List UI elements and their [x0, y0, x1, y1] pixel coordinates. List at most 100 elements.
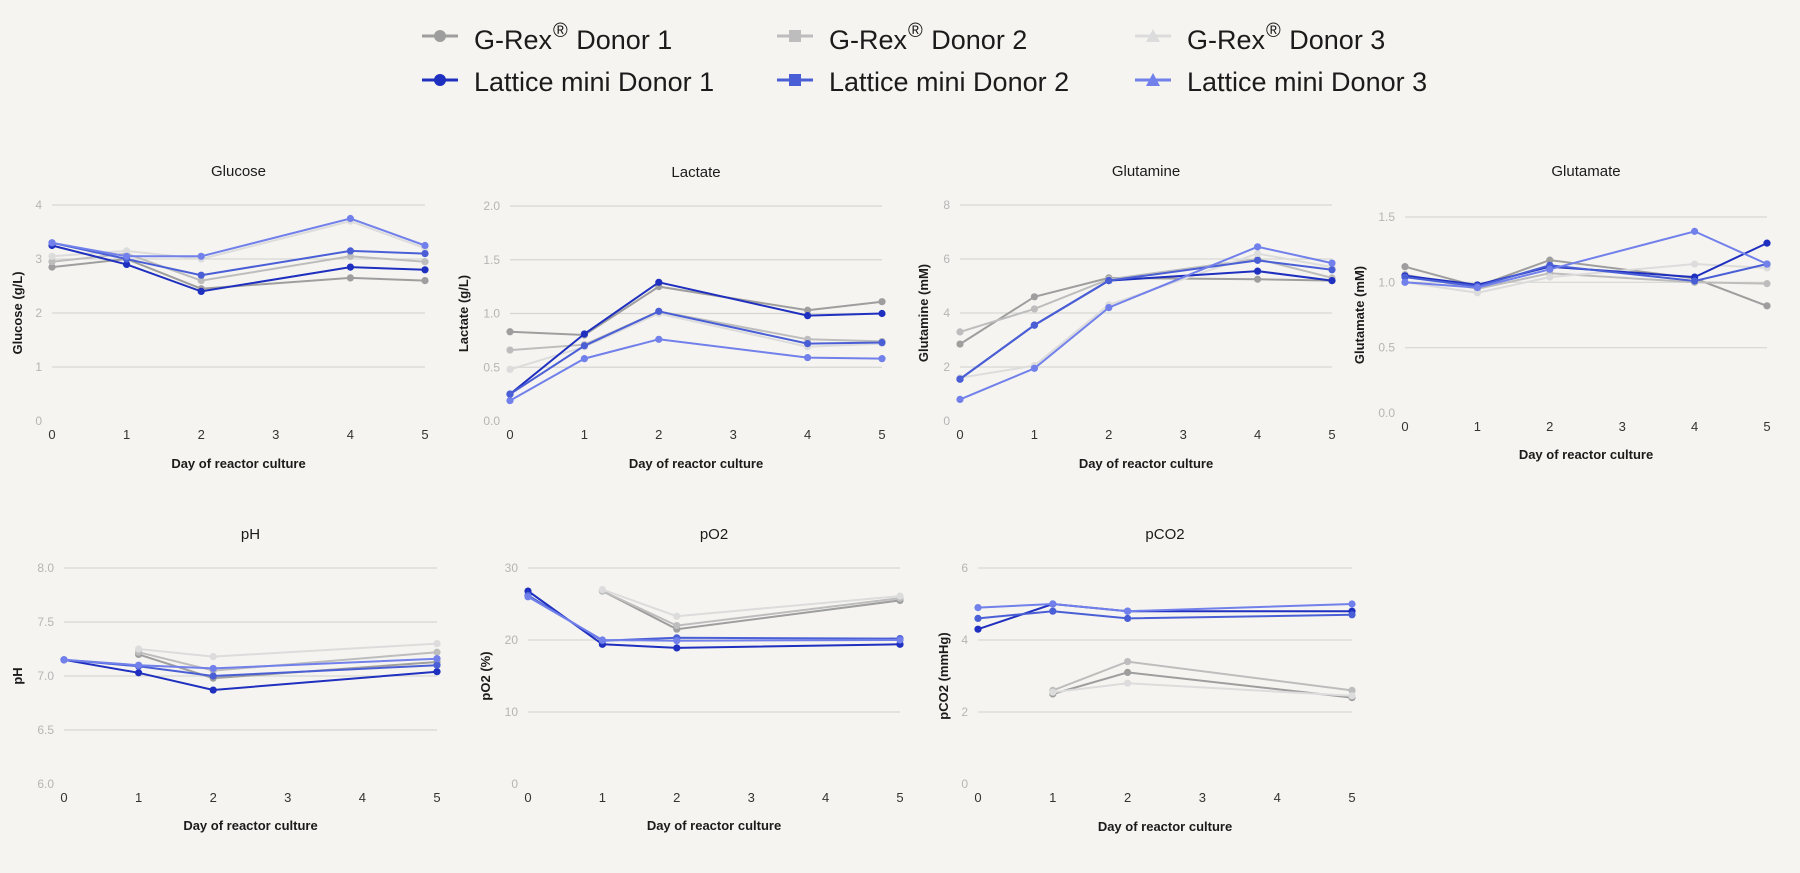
y-axis-label: pCO2 (mmHg) — [936, 632, 951, 719]
data-point — [421, 277, 429, 285]
legend-marker-icon — [420, 70, 460, 95]
x-axis-label: Day of reactor culture — [1098, 819, 1232, 834]
data-point — [209, 672, 217, 680]
legend-marker-icon — [420, 26, 460, 51]
data-point — [1473, 283, 1481, 292]
x-tick-label: 2 — [673, 790, 680, 805]
data-point — [506, 328, 514, 336]
y-tick-label: 8 — [943, 198, 950, 212]
data-point — [433, 661, 441, 669]
series-line — [1404, 230, 1768, 289]
data-point — [1348, 600, 1356, 608]
y-axis-label: Glutamine (mM) — [916, 264, 931, 362]
data-point — [1763, 239, 1771, 247]
data-point — [1328, 266, 1336, 274]
data-point — [1348, 686, 1356, 695]
y-tick-label: 7.5 — [37, 615, 54, 629]
x-tick-label: 3 — [272, 427, 279, 442]
legend-marker-icon — [775, 26, 815, 51]
data-point — [878, 338, 886, 347]
data-point — [123, 252, 131, 260]
data-point — [506, 396, 514, 405]
legend-item: G-Rex® Donor 1 — [420, 18, 672, 58]
data-point — [956, 395, 964, 403]
x-axis-label: Day of reactor culture — [183, 818, 317, 833]
y-tick-label: 0.0 — [1378, 406, 1395, 420]
y-tick-label: 30 — [505, 561, 519, 575]
data-point — [804, 353, 812, 362]
chart-ph: 6.0 6.5 7.0 7.5 8.0 0 1 2 3 4 5 pH Day of reactor cu… — [10, 526, 441, 833]
data-point — [673, 622, 681, 630]
data-point — [1049, 607, 1057, 615]
x-tick-label: 3 — [1180, 427, 1187, 442]
legend-item: G-Rex® Donor 3 — [1133, 18, 1385, 58]
chart-title: Glutamate — [1551, 163, 1620, 180]
legend-item: Lattice mini Donor 1 — [420, 62, 714, 102]
data-point — [598, 586, 607, 594]
x-tick-label: 5 — [1348, 790, 1355, 805]
x-tick-label: 0 — [524, 790, 531, 805]
y-tick-label: 2 — [961, 705, 968, 719]
x-tick-label: 4 — [822, 790, 829, 805]
data-point — [197, 277, 205, 285]
data-point — [1030, 364, 1038, 372]
y-tick-label: 2.0 — [483, 199, 500, 213]
y-tick-label: 3 — [35, 252, 42, 266]
series-line — [977, 602, 1353, 613]
series-line — [527, 595, 901, 642]
y-tick-label: 6.5 — [37, 723, 54, 737]
y-tick-label: 20 — [505, 633, 519, 647]
data-point — [655, 278, 663, 286]
x-tick-label: 5 — [421, 427, 428, 442]
data-point — [804, 340, 812, 348]
data-point — [346, 252, 354, 260]
data-point — [878, 298, 886, 306]
chart-lactate: 0.0 0.5 1.0 1.5 2.0 0 1 2 3 4 5 Lactate Day of react… — [456, 164, 886, 471]
data-point — [48, 239, 56, 247]
data-point — [433, 648, 441, 656]
y-axis-label: Glutamate (mM) — [1352, 266, 1367, 364]
y-tick-label: 0.0 — [483, 414, 500, 428]
x-tick-label: 2 — [198, 427, 205, 442]
data-point — [135, 661, 143, 669]
data-point — [1030, 293, 1038, 301]
x-tick-label: 2 — [1546, 419, 1553, 434]
legend-item: Lattice mini Donor 3 — [1133, 62, 1427, 102]
data-point — [123, 260, 131, 268]
y-tick-label: 1 — [35, 360, 42, 374]
series-line — [959, 276, 1333, 345]
data-point — [1254, 256, 1262, 264]
data-point — [421, 266, 429, 274]
y-tick-label: 0 — [35, 414, 42, 428]
y-tick-label: 1.5 — [1378, 210, 1395, 224]
x-tick-label: 3 — [284, 790, 291, 805]
chart-legend: G-Rex® Donor 1 G-Rex® Donor 2 G-Rex® Donor… — [420, 18, 1427, 108]
data-point — [974, 604, 982, 612]
data-point — [433, 655, 441, 663]
data-point — [48, 252, 56, 260]
y-tick-label: 0.5 — [483, 360, 500, 374]
data-point — [1030, 321, 1038, 329]
y-tick-label: 4 — [961, 633, 968, 647]
data-point — [135, 645, 143, 653]
x-tick-label: 0 — [956, 427, 963, 442]
legend-marker-icon — [775, 70, 815, 95]
y-tick-label: 0 — [961, 777, 968, 791]
legend-item: G-Rex® Donor 2 — [775, 18, 1027, 58]
legend-label: Lattice mini Donor 1 — [474, 66, 715, 97]
x-tick-label: 3 — [748, 790, 755, 805]
x-tick-label: 0 — [48, 427, 55, 442]
data-point — [673, 612, 681, 620]
y-tick-label: 1.5 — [483, 253, 500, 267]
data-point — [1763, 260, 1771, 268]
data-point — [655, 307, 663, 315]
data-point — [506, 365, 514, 373]
x-axis-label: Day of reactor culture — [647, 818, 781, 833]
legend-item: Lattice mini Donor 2 — [775, 62, 1069, 102]
x-tick-label: 4 — [1254, 427, 1261, 442]
data-point — [878, 309, 886, 318]
y-tick-label: 2 — [943, 360, 950, 374]
data-point — [1546, 265, 1554, 273]
data-point — [1124, 658, 1132, 666]
data-point — [1691, 227, 1699, 235]
